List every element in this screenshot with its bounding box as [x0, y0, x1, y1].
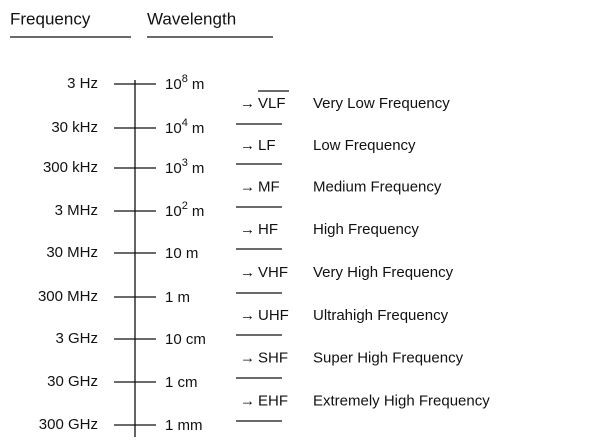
wavelength-label: 1 mm: [165, 417, 203, 434]
wavelength-exp: 4: [182, 117, 188, 129]
band-abbr: SHF: [258, 349, 288, 366]
band-abbr: VLF: [258, 95, 286, 112]
frequency-label: 30 GHz: [47, 373, 98, 390]
wavelength-label: 10 cm: [165, 331, 206, 348]
band-name: Medium Frequency: [313, 178, 442, 195]
band-abbr: HF: [258, 221, 278, 238]
band-name: Very High Frequency: [313, 264, 454, 281]
wavelength-exp: 8: [182, 73, 188, 85]
frequency-label: 3 GHz: [55, 330, 98, 347]
frequency-label: 3 MHz: [55, 202, 98, 219]
frequency-label: 30 MHz: [46, 244, 98, 261]
band-arrow: →: [240, 264, 255, 281]
wavelength-label: 104 m: [165, 117, 204, 137]
band-name: Super High Frequency: [313, 349, 464, 366]
band-abbr: VHF: [258, 264, 288, 281]
frequency-label: 300 GHz: [39, 416, 98, 433]
wavelength-unit: m: [192, 160, 205, 177]
band-arrow: →: [240, 178, 255, 195]
wavelength-exp: 3: [182, 157, 188, 169]
wavelength-label: 1 m: [165, 289, 190, 306]
band-name: Very Low Frequency: [313, 95, 450, 112]
wavelength-label: 108 m: [165, 73, 204, 93]
band-name: Ultrahigh Frequency: [313, 307, 449, 324]
frequency-label: 300 MHz: [38, 288, 98, 305]
wavelength-label: 103 m: [165, 157, 204, 177]
wavelength-unit: m: [192, 203, 205, 220]
band-arrow: →: [240, 95, 255, 112]
wavelength-label: 10 m: [165, 245, 198, 262]
band-arrow: →: [240, 349, 255, 366]
header-frequency: Frequency: [10, 9, 91, 28]
band-arrow: →: [240, 221, 255, 238]
frequency-label: 3 Hz: [67, 75, 98, 92]
wavelength-exp: 2: [182, 200, 188, 212]
wavelength-base: 10: [165, 76, 182, 93]
band-arrow: →: [240, 137, 255, 154]
wavelength-base: 10: [165, 203, 182, 220]
header-wavelength: Wavelength: [147, 9, 236, 28]
wavelength-label: 1 cm: [165, 374, 198, 391]
band-name: Extremely High Frequency: [313, 392, 490, 409]
wavelength-unit: m: [192, 120, 205, 137]
band-abbr: LF: [258, 137, 276, 154]
band-name: High Frequency: [313, 221, 419, 238]
frequency-label: 30 kHz: [51, 119, 98, 136]
frequency-label: 300 kHz: [43, 159, 98, 176]
band-name: Low Frequency: [313, 137, 416, 154]
wavelength-base: 10: [165, 120, 182, 137]
wavelength-base: 10: [165, 160, 182, 177]
band-arrow: →: [240, 392, 255, 409]
band-abbr: EHF: [258, 392, 288, 409]
band-abbr: MF: [258, 178, 280, 195]
wavelength-label: 102 m: [165, 200, 204, 220]
wavelength-unit: m: [192, 76, 205, 93]
band-abbr: UHF: [258, 307, 289, 324]
band-arrow: →: [240, 307, 255, 324]
